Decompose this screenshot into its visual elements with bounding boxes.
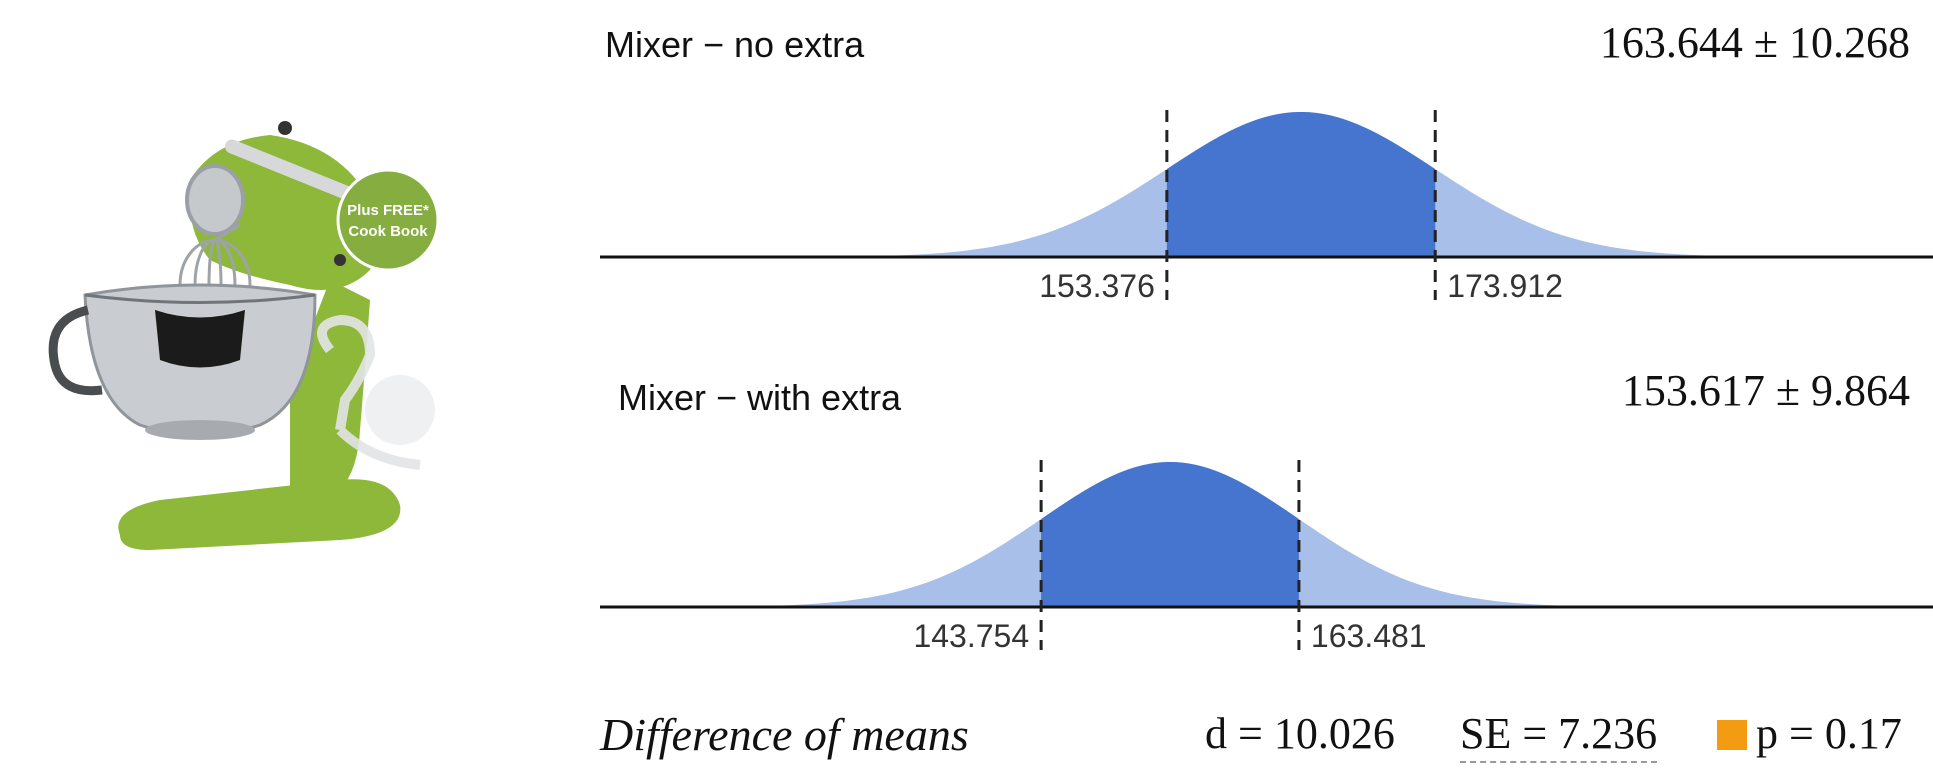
distribution-chart: 153.376 173.912 Mixer − no extra 163.644 ± … [600, 18, 1933, 654]
bowl-handle [48, 305, 103, 396]
d-value: d = 10.026 [1205, 709, 1395, 758]
se-value[interactable]: SE = 7.236 [1460, 708, 1658, 763]
mixer-head-front [185, 164, 245, 236]
difference-title: Difference of means [600, 709, 969, 760]
badge-line-1: Plus FREE* [347, 202, 429, 219]
lower-bound-label-2: 143.754 [913, 618, 1029, 654]
panel-title-2: Mixer − with extra [618, 377, 902, 418]
mixer-head-band [224, 139, 366, 205]
mixer-base [118, 479, 401, 550]
upper-bound-label-1: 173.912 [1447, 268, 1563, 304]
upper-bound-label-2: 163.481 [1311, 618, 1427, 654]
product-image: Plus FREE* Cook Book [48, 121, 440, 550]
density-interval-1 [1166, 112, 1436, 257]
panel-summary-2: 153.617 ± 9.864 [1622, 366, 1910, 415]
lower-bound-label-1: 153.376 [1039, 268, 1155, 304]
accessories-image [317, 314, 421, 470]
density-interval-2 [1041, 462, 1299, 607]
dough-hook [365, 375, 435, 445]
panel-summary-1: 163.644 ± 10.268 [1600, 18, 1910, 67]
badge-line-2: Cook Book [348, 223, 428, 240]
p-value-marker [1717, 720, 1747, 750]
badge-circle [336, 168, 440, 272]
panel-title-1: Mixer − no extra [605, 24, 865, 65]
p-value: p = 0.17 [1756, 709, 1902, 758]
lock-knob-icon [334, 254, 346, 266]
speed-knob-icon [278, 121, 292, 135]
difference-row: Difference of means d = 10.026 SE = 7.23… [600, 700, 1910, 770]
